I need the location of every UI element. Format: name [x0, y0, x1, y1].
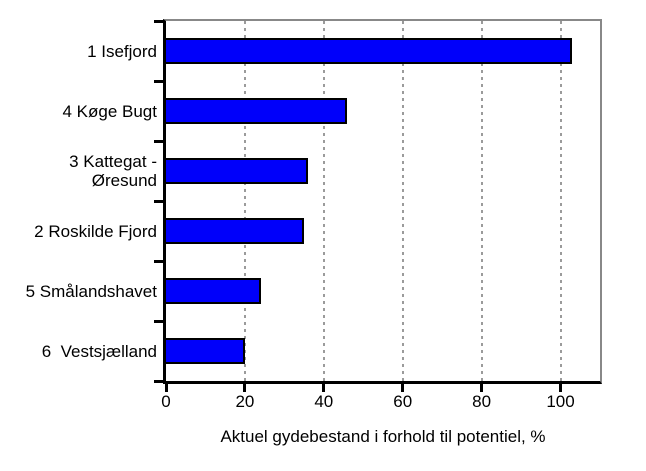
bar-2: [166, 98, 348, 124]
category-label-5: 5 Smålandshavet: [25, 281, 157, 301]
gridline-x-40: [322, 21, 325, 381]
x-tick-label-0: 0: [161, 392, 171, 411]
y-axis-tick: [154, 260, 163, 263]
bar-1: [166, 38, 573, 64]
y-axis-tick: [154, 140, 163, 143]
y-axis-tick: [154, 20, 163, 23]
bar-4: [166, 218, 305, 244]
x-tick-label-40: 40: [314, 392, 334, 411]
bar-3: [166, 158, 309, 184]
x-axis-tick-40: [322, 384, 326, 392]
x-tick-label-100: 100: [546, 392, 575, 411]
bar-6: [166, 338, 245, 364]
y-axis-tick: [154, 200, 163, 203]
category-label-3: 3 Kattegat - Øresund: [69, 152, 157, 190]
x-axis-tick-80: [480, 384, 484, 392]
gridline-x-80: [480, 21, 483, 381]
y-axis-tick: [154, 80, 163, 83]
category-label-2: 4 Køge Bugt: [62, 101, 157, 121]
plot-area: [163, 19, 602, 384]
bar-5: [166, 278, 261, 304]
x-tick-label-80: 80: [472, 392, 492, 411]
y-axis-tick: [154, 380, 163, 383]
x-tick-label-60: 60: [393, 392, 413, 411]
x-axis-tick-60: [401, 384, 405, 392]
gridline-x-60: [401, 21, 404, 381]
x-axis-tick-0: [164, 384, 168, 392]
category-label-6: 6 Vestsjælland: [41, 341, 157, 361]
y-axis-tick: [154, 320, 163, 323]
category-label-1: 1 Isefjord: [87, 41, 157, 61]
gridline-x-20: [243, 21, 246, 381]
gridline-x-100: [559, 21, 562, 381]
x-axis-tick-100: [559, 384, 563, 392]
x-axis-title: Aktuel gydebestand i forhold til potenti…: [220, 427, 546, 446]
category-label-4: 2 Roskilde Fjord: [34, 221, 157, 241]
x-tick-label-20: 20: [235, 392, 255, 411]
x-axis-tick-20: [243, 384, 247, 392]
